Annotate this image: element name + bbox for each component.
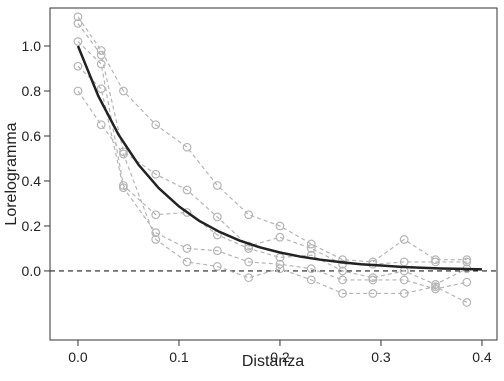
point bbox=[338, 266, 347, 276]
series-line bbox=[77, 16, 467, 263]
point bbox=[462, 298, 472, 307]
point bbox=[368, 273, 378, 283]
point bbox=[306, 275, 316, 285]
point bbox=[151, 235, 161, 244]
x-tick-label: 0.4 bbox=[472, 349, 492, 365]
y-tick-label: 0.4 bbox=[22, 173, 42, 189]
point bbox=[182, 208, 192, 217]
point bbox=[73, 86, 83, 96]
point bbox=[399, 257, 409, 267]
point bbox=[431, 282, 440, 292]
point bbox=[462, 257, 472, 267]
point bbox=[73, 61, 83, 71]
point bbox=[182, 185, 192, 195]
point bbox=[275, 259, 285, 269]
point bbox=[212, 262, 222, 271]
x-tick-label: 0.1 bbox=[169, 349, 189, 365]
point bbox=[275, 221, 285, 231]
point bbox=[212, 212, 222, 222]
point bbox=[212, 246, 222, 256]
point bbox=[119, 86, 128, 96]
series-line bbox=[77, 90, 468, 303]
point bbox=[151, 169, 161, 179]
point bbox=[431, 257, 440, 267]
point bbox=[244, 210, 254, 220]
point bbox=[399, 235, 409, 244]
point bbox=[338, 275, 347, 285]
y-tick-label: 0.0 bbox=[22, 263, 42, 279]
point bbox=[182, 142, 192, 152]
point bbox=[338, 289, 347, 298]
y-axis-label: Lorelogramma bbox=[3, 122, 20, 225]
point bbox=[119, 181, 128, 190]
point bbox=[368, 275, 378, 285]
point bbox=[73, 37, 83, 46]
point bbox=[462, 277, 472, 287]
series-line bbox=[77, 41, 468, 286]
point bbox=[399, 289, 409, 298]
point bbox=[431, 280, 440, 289]
point bbox=[306, 264, 316, 274]
point bbox=[212, 181, 222, 190]
point bbox=[151, 228, 161, 238]
point bbox=[306, 244, 316, 253]
series-line bbox=[77, 65, 467, 290]
point bbox=[275, 264, 285, 274]
y-tick-label: 0.8 bbox=[22, 83, 42, 99]
y-tick-label: 0.6 bbox=[22, 128, 42, 144]
point bbox=[368, 289, 378, 298]
point bbox=[96, 120, 106, 130]
point bbox=[244, 257, 254, 267]
point bbox=[119, 149, 128, 159]
point bbox=[96, 59, 106, 69]
plot-box bbox=[49, 7, 498, 341]
point bbox=[399, 275, 409, 285]
point bbox=[306, 239, 316, 249]
point bbox=[182, 244, 192, 253]
point bbox=[462, 255, 472, 265]
fitted-curve bbox=[76, 45, 482, 271]
point bbox=[151, 120, 161, 130]
point bbox=[431, 255, 440, 265]
y-tick-label: 0.2 bbox=[22, 218, 42, 234]
point bbox=[73, 12, 83, 22]
y-tick-label: 1.0 bbox=[22, 38, 42, 54]
x-axis-label: Distanza bbox=[242, 353, 304, 370]
point bbox=[338, 259, 347, 269]
point bbox=[73, 19, 83, 28]
point bbox=[244, 273, 254, 283]
point bbox=[96, 84, 106, 94]
x-tick-label: 0.3 bbox=[371, 349, 391, 365]
point bbox=[119, 183, 128, 193]
point bbox=[151, 210, 161, 220]
point bbox=[96, 50, 106, 60]
series-line bbox=[77, 23, 467, 265]
point bbox=[275, 232, 285, 242]
x-tick-label: 0.2 bbox=[270, 349, 290, 365]
point bbox=[182, 257, 192, 267]
x-tick-label: 0.0 bbox=[68, 349, 88, 365]
